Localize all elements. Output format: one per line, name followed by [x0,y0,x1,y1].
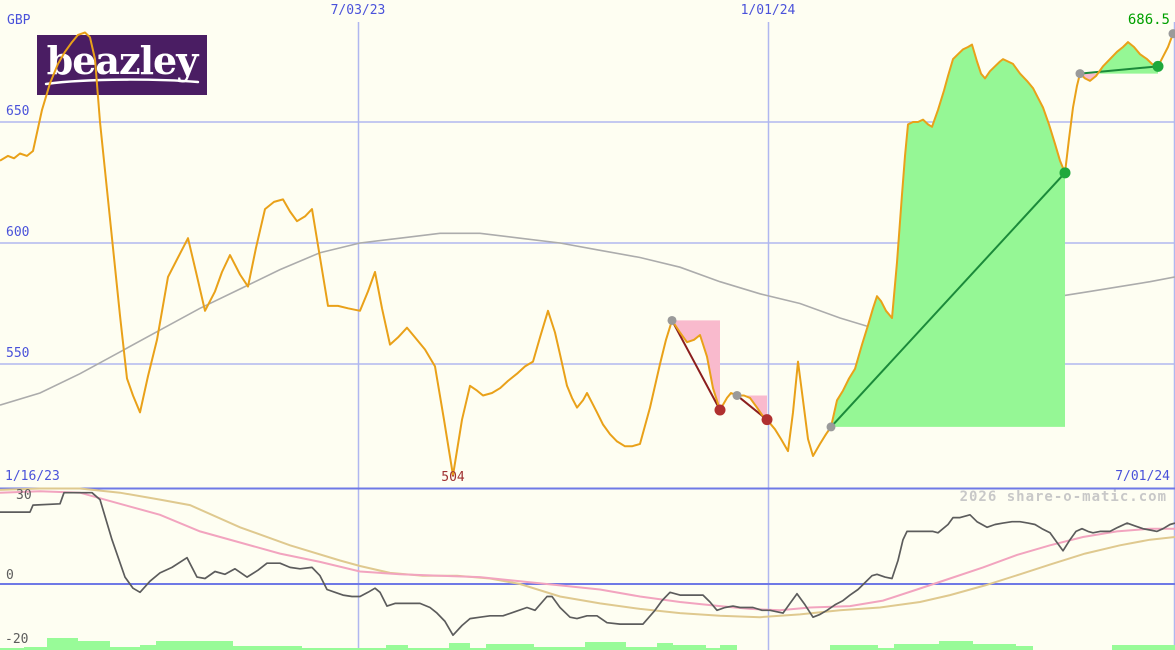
volume-bar [78,641,110,650]
annotation-dot-gray[interactable] [732,390,742,400]
volume-bar [1016,646,1033,650]
volume-bar [706,648,720,650]
volume-bar [470,648,486,650]
volume-bar [585,642,626,650]
annotation-dot-gray[interactable] [667,315,677,325]
volume-bar [110,647,140,650]
beazley-logo-text: beazley [46,38,199,83]
volume-bar [24,647,47,650]
volume-bar [0,648,24,650]
loss-fill-region [672,320,720,410]
volume-bar [878,648,894,650]
tan-signal-line [0,487,1175,619]
annotation-dot-red[interactable] [761,414,773,426]
annotation-dot-gray[interactable] [1075,69,1085,79]
gain-fill-region [1097,42,1158,74]
annotation-dot-green[interactable] [1059,167,1071,179]
volume-bar [486,644,534,650]
trend-line-advance-1[interactable] [830,172,1066,428]
volume-bar [894,644,939,650]
volume-bar [626,647,657,650]
volume-bar [449,643,470,650]
annotation-dot-gray[interactable] [826,422,836,432]
logo-swoosh-icon [44,78,200,86]
momentum-line [0,491,1175,637]
gain-fill-region [831,44,1065,427]
volume-bar [47,638,78,650]
volume-bar [140,645,156,650]
volume-bar [657,643,673,650]
volume-bar [302,648,386,650]
annotation-dot-red[interactable] [714,404,726,416]
volume-bar [1112,645,1175,650]
pink-signal-line [0,490,1175,612]
volume-bar [830,645,878,650]
trend-line-advance-2[interactable] [1079,65,1159,75]
volume-bar [534,647,585,650]
annotation-dot-gray[interactable] [1168,29,1175,39]
beazley-logo: beazley [37,35,207,95]
volume-bar [386,645,408,650]
volume-bar [233,646,302,650]
annotation-dot-green[interactable] [1152,60,1164,72]
volume-bar [156,641,233,650]
price-line [0,31,1174,477]
volume-bar [673,645,706,650]
loss-fill-region [737,395,767,420]
volume-bar [973,644,1016,650]
volume-bar [408,648,449,650]
loss-fill-region [1080,73,1098,81]
volume-bar [720,645,737,650]
volume-bar [939,641,973,650]
trend-line-decline-1[interactable] [671,319,721,411]
